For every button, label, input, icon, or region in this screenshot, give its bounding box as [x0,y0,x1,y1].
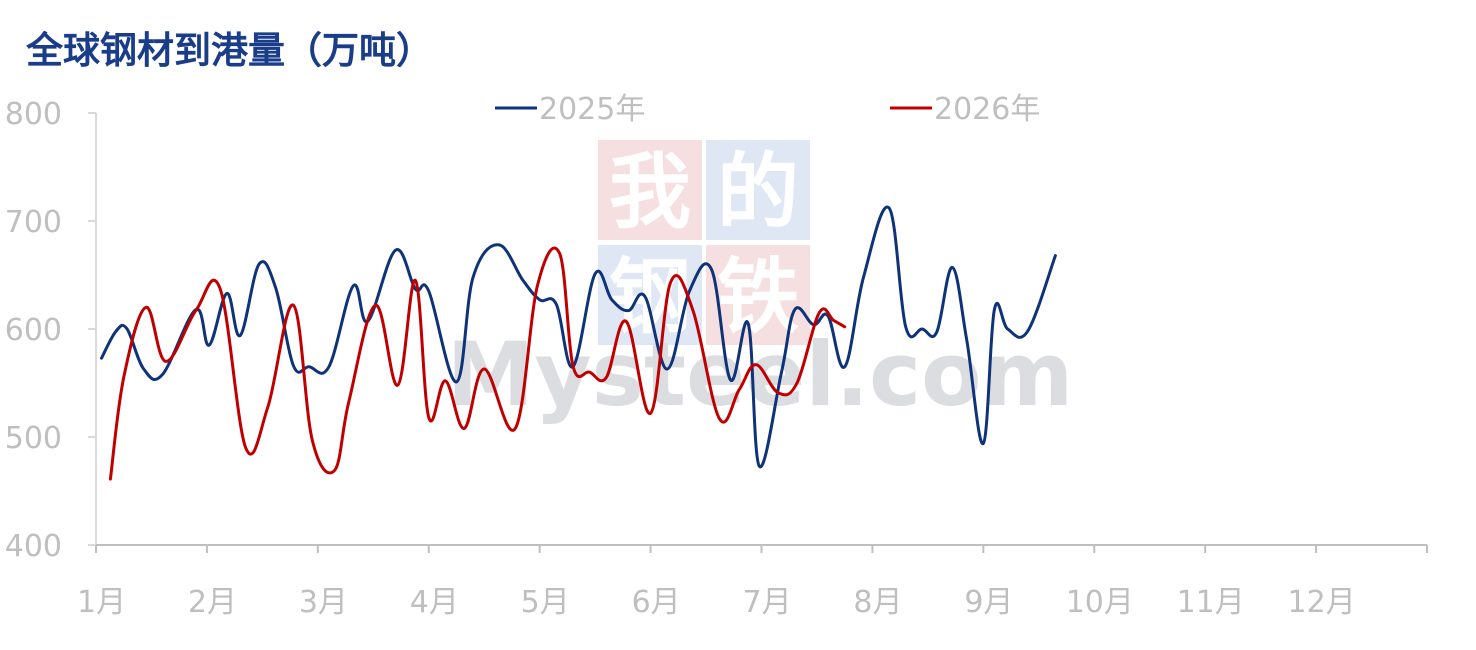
legend-label: 2026年 [934,92,1040,127]
x-tick-label: 3月 [299,585,348,620]
x-tick-label: 8月 [853,585,902,620]
series-layer [100,205,1057,481]
legend-item: 2026年 [890,92,1040,127]
legend: 2025年 2026年 [495,92,1040,127]
y-tick-label: 500 [5,421,62,456]
chart-axes: 400 500 600 700 800 1月 2月 3月 4月 5月 6月 7月 8月 9月 10月 11月 1… [5,97,1428,620]
legend-label: 2025年 [539,92,645,127]
chart-title: 全球钢材到港量（万吨） [26,29,433,72]
x-tick-label: 7月 [742,585,791,620]
watermark-block: 铁 [706,245,810,345]
x-tick-label: 10月 [1066,585,1134,620]
x-tick-label: 12月 [1288,585,1356,620]
y-tick-label: 700 [5,205,62,240]
legend-item: 2025年 [495,92,645,127]
series-line-2 [108,246,847,481]
watermark-char: 的 [717,144,799,240]
watermark-char: 钢 [609,249,691,345]
watermark: 我的钢 铁Mysteel.com [447,140,1074,426]
x-tick-label: 4月 [410,585,459,620]
x-tick-label: 2月 [188,585,237,620]
watermark-char: 铁 [717,249,799,345]
watermark-block: 我 [598,140,702,240]
y-tick-label: 800 [5,97,62,132]
x-tick-label: 1月 [77,585,126,620]
watermark-text: Mysteel.com [447,323,1074,426]
x-tick-label: 6月 [632,585,681,620]
series-line-1 [100,205,1057,469]
y-tick-label: 400 [5,529,62,564]
watermark-char: 我 [609,144,691,240]
x-tick-label: 11月 [1177,585,1245,620]
watermark-block: 的 [706,140,810,240]
y-tick-label: 600 [5,313,62,348]
x-tick-label: 5月 [521,585,570,620]
watermark-block: 钢 [598,245,702,345]
x-tick-label: 9月 [964,585,1013,620]
